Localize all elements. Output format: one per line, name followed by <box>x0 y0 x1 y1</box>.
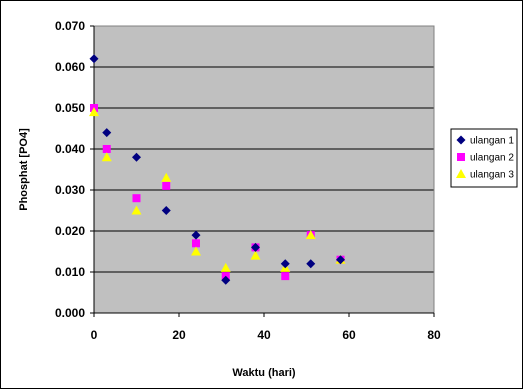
x-tick-label: 40 <box>257 328 271 342</box>
data-point <box>192 239 200 248</box>
y-tick-label: 0.070 <box>55 19 85 33</box>
data-point <box>281 272 290 281</box>
y-tick-label: 0.010 <box>55 265 85 279</box>
legend: ulangan 1 ulangan 2 ulangan 3 <box>450 128 518 188</box>
data-point <box>220 262 231 272</box>
data-point <box>336 255 345 265</box>
x-axis-title: Waktu (hari) <box>232 367 295 379</box>
data-point <box>251 242 260 252</box>
legend-marker <box>456 169 466 178</box>
legend-marker <box>456 135 466 145</box>
legend-label: ulangan 3 <box>470 170 514 181</box>
data-point <box>305 230 316 240</box>
data-point <box>191 246 201 256</box>
y-tick-label: 0.030 <box>55 183 85 197</box>
data-point <box>161 206 171 215</box>
y-tick-label: 0.040 <box>55 142 85 156</box>
x-tick-label: 20 <box>172 328 186 342</box>
y-tick-label: 0.050 <box>55 101 85 115</box>
y-tick-label: 0.060 <box>55 60 85 74</box>
data-point <box>250 250 261 260</box>
y-tick-label: 0.000 <box>55 306 85 320</box>
axes <box>90 25 435 317</box>
data-point <box>191 230 201 240</box>
x-tick-labels: 0 20 40 60 80 <box>91 328 441 342</box>
data-point <box>89 107 99 117</box>
y-tick-label: 0.020 <box>55 224 85 238</box>
legend-label: ulangan 2 <box>470 153 514 164</box>
data-point <box>162 181 171 190</box>
data-point <box>102 128 112 138</box>
plot-area <box>94 26 434 313</box>
data-point <box>161 172 172 182</box>
series-points <box>89 54 346 285</box>
data-point <box>306 259 316 269</box>
legend-label: ulangan 1 <box>470 136 514 147</box>
data-point <box>101 152 112 162</box>
data-point <box>280 259 290 269</box>
data-point <box>132 152 141 162</box>
y-axis-title: Phosphat [PO4] <box>18 128 30 211</box>
data-point <box>102 145 111 153</box>
data-point <box>131 205 142 215</box>
legend-marker <box>457 153 465 161</box>
data-point <box>221 275 231 285</box>
y-tick-labels: 0.000 0.010 0.020 0.030 0.040 0.050 0.060 0.070 <box>55 19 85 320</box>
data-point <box>132 194 141 203</box>
data-point <box>89 54 99 64</box>
x-tick-label: 0 <box>91 328 98 342</box>
x-tick-label: 60 <box>342 328 356 342</box>
x-tick-label: 80 <box>427 328 441 342</box>
